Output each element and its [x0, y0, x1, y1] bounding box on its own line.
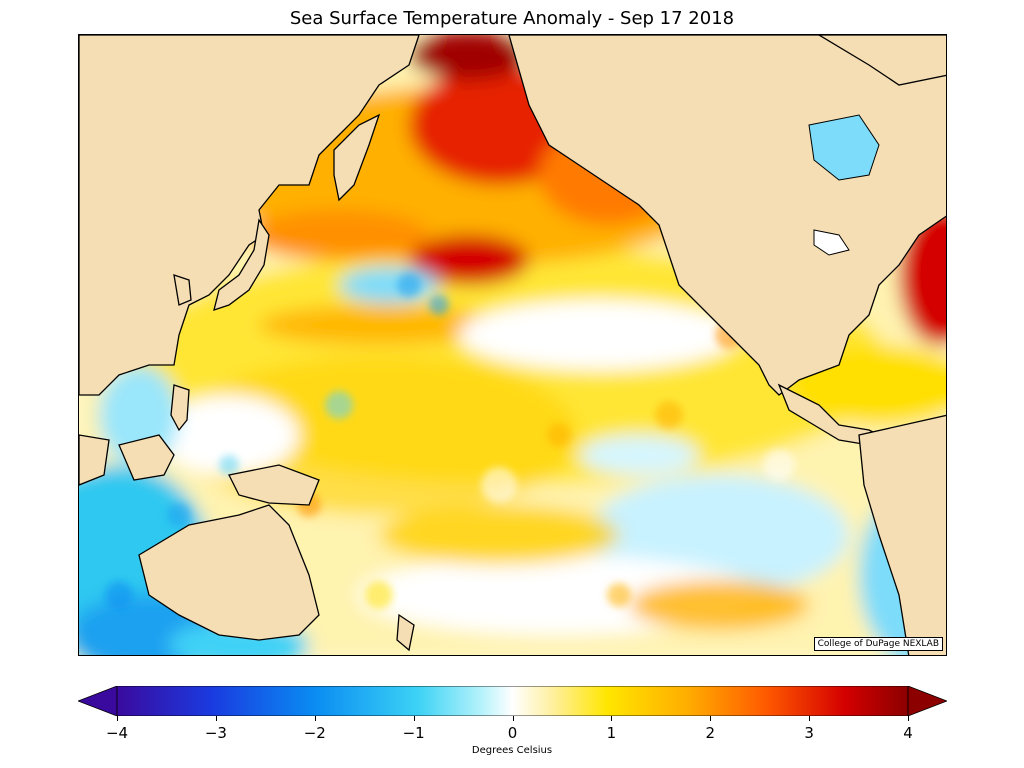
colorbar-tick-label: −4	[105, 724, 129, 742]
colorbar-tick	[512, 716, 514, 721]
colorbar-tick-label: 2	[705, 724, 716, 742]
credit-label: College of DuPage NEXLAB	[813, 637, 943, 651]
colorbar-low-extend	[78, 686, 118, 716]
colorbar-tick-label: 4	[903, 724, 913, 742]
colorbar-tick	[215, 716, 217, 721]
colorbar-tick	[908, 716, 909, 721]
colorbar-tick	[314, 716, 316, 721]
colorbar-tick	[413, 716, 415, 721]
colorbar-tick-label: −3	[204, 724, 227, 742]
colorbar-tick-label: 1	[606, 724, 617, 742]
colorbar-tick-label: 3	[804, 724, 814, 742]
anomaly-speckles	[105, 273, 795, 609]
colorbar-tick-label: −1	[402, 724, 425, 742]
colorbar-tick-label: −2	[303, 724, 326, 742]
sst-anomaly-map: College of DuPage NEXLAB	[78, 34, 947, 656]
colorbar-tick-label: 0	[507, 724, 518, 742]
colorbar-label: Degrees Celsius	[471, 745, 553, 756]
colorbar-tick	[611, 716, 613, 721]
colorbar	[78, 686, 947, 716]
colorbar-tick	[117, 716, 118, 721]
colorbar-tick	[809, 716, 811, 721]
chart-title: Sea Surface Temperature Anomaly - Sep 17…	[289, 8, 735, 29]
colorbar-gradient	[116, 686, 909, 716]
colorbar-tick	[710, 716, 712, 721]
colorbar-ticks: −4 −3 −2 −1 0 1 2 3 4	[78, 716, 947, 746]
colorbar-high-extend	[907, 686, 947, 716]
inland-water	[808, 114, 880, 256]
